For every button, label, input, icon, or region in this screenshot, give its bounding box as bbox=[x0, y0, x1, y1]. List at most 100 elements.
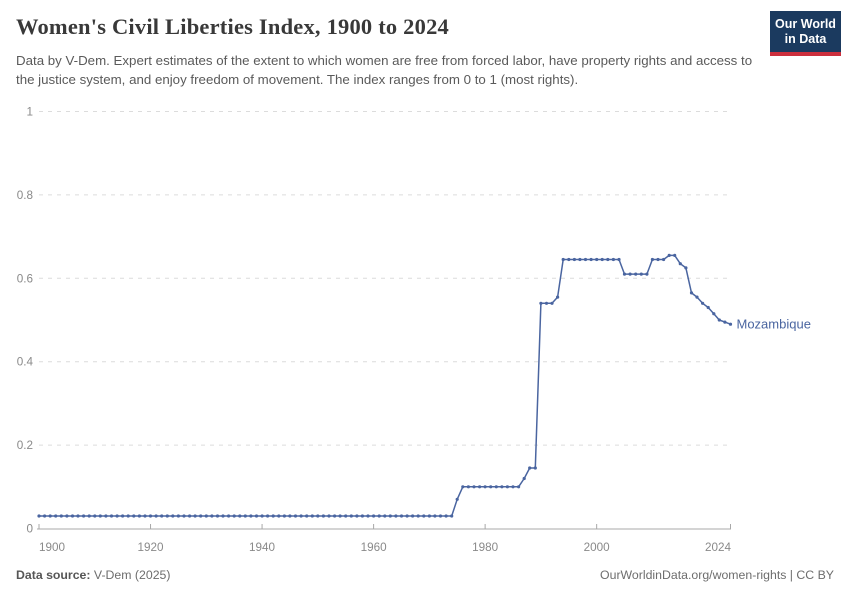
data-point[interactable] bbox=[87, 514, 91, 518]
data-point[interactable] bbox=[121, 514, 125, 518]
data-point[interactable] bbox=[310, 514, 314, 518]
data-point[interactable] bbox=[617, 257, 621, 262]
data-point[interactable] bbox=[232, 514, 236, 518]
data-point[interactable] bbox=[444, 514, 448, 518]
data-point[interactable] bbox=[277, 514, 281, 518]
data-point[interactable] bbox=[344, 514, 348, 518]
data-point[interactable] bbox=[411, 514, 415, 518]
data-point[interactable] bbox=[706, 305, 710, 310]
data-point[interactable] bbox=[478, 485, 482, 489]
data-point[interactable] bbox=[650, 257, 655, 262]
data-point[interactable] bbox=[455, 497, 459, 501]
data-point[interactable] bbox=[132, 514, 136, 518]
data-point[interactable] bbox=[377, 514, 381, 518]
data-point[interactable] bbox=[260, 514, 264, 518]
data-point[interactable] bbox=[606, 257, 610, 262]
data-point[interactable] bbox=[148, 514, 153, 518]
data-point[interactable] bbox=[305, 514, 309, 518]
data-point[interactable] bbox=[433, 514, 437, 518]
data-point[interactable] bbox=[316, 514, 320, 518]
data-point[interactable] bbox=[249, 514, 253, 518]
data-point[interactable] bbox=[639, 272, 643, 276]
data-point[interactable] bbox=[517, 485, 521, 489]
data-point[interactable] bbox=[500, 485, 504, 489]
data-point[interactable] bbox=[271, 514, 275, 518]
data-point[interactable] bbox=[483, 485, 487, 489]
data-point[interactable] bbox=[422, 514, 426, 518]
data-point[interactable] bbox=[321, 514, 325, 518]
data-point[interactable] bbox=[288, 514, 292, 518]
data-point[interactable] bbox=[266, 514, 270, 518]
data-point[interactable] bbox=[210, 514, 214, 518]
data-point[interactable] bbox=[628, 272, 632, 276]
data-point[interactable] bbox=[662, 257, 666, 262]
data-point[interactable] bbox=[656, 257, 660, 262]
data-point[interactable] bbox=[578, 257, 582, 262]
data-point[interactable] bbox=[176, 514, 180, 518]
data-point[interactable] bbox=[567, 257, 571, 262]
data-point[interactable] bbox=[143, 514, 147, 518]
data-point[interactable] bbox=[227, 514, 231, 518]
data-point[interactable] bbox=[583, 257, 588, 262]
data-point[interactable] bbox=[394, 514, 398, 518]
data-point[interactable] bbox=[399, 514, 404, 518]
data-point[interactable] bbox=[171, 514, 175, 518]
data-point[interactable] bbox=[221, 514, 225, 518]
data-point[interactable] bbox=[59, 514, 63, 518]
data-point[interactable] bbox=[98, 514, 102, 518]
data-point[interactable] bbox=[109, 514, 114, 518]
data-point[interactable] bbox=[355, 514, 359, 518]
data-point[interactable] bbox=[215, 514, 220, 518]
data-point[interactable] bbox=[383, 514, 387, 518]
data-point[interactable] bbox=[93, 514, 97, 518]
data-point[interactable] bbox=[137, 514, 141, 518]
entity-label[interactable]: Mozambique bbox=[737, 317, 811, 332]
data-point[interactable] bbox=[165, 514, 169, 518]
data-point[interactable] bbox=[556, 295, 560, 299]
data-point[interactable] bbox=[595, 257, 599, 262]
data-point[interactable] bbox=[427, 514, 431, 518]
data-point[interactable] bbox=[293, 514, 298, 518]
data-point[interactable] bbox=[43, 514, 47, 518]
data-point[interactable] bbox=[70, 514, 75, 518]
data-point[interactable] bbox=[678, 262, 682, 266]
data-point[interactable] bbox=[511, 485, 515, 489]
series-markers[interactable] bbox=[37, 253, 733, 518]
data-point[interactable] bbox=[388, 514, 392, 518]
data-point[interactable] bbox=[539, 301, 543, 305]
data-point[interactable] bbox=[76, 514, 80, 518]
data-point[interactable] bbox=[634, 272, 638, 276]
data-point[interactable] bbox=[160, 514, 164, 518]
data-point[interactable] bbox=[461, 485, 465, 489]
data-point[interactable] bbox=[466, 485, 470, 489]
data-point[interactable] bbox=[243, 514, 247, 518]
data-point[interactable] bbox=[533, 466, 537, 470]
data-point[interactable] bbox=[717, 318, 721, 322]
data-point[interactable] bbox=[600, 257, 604, 262]
data-point[interactable] bbox=[611, 257, 616, 262]
data-point[interactable] bbox=[450, 514, 454, 518]
data-point[interactable] bbox=[366, 514, 370, 518]
data-point[interactable] bbox=[338, 514, 342, 518]
line-chart-canvas[interactable]: 0 0.2 0.4 0.6 0.8 1 1900 1920 1940 1960 1980 2000 20… bbox=[0, 95, 850, 565]
data-point[interactable] bbox=[712, 312, 716, 316]
data-point[interactable] bbox=[505, 485, 509, 489]
data-point[interactable] bbox=[405, 514, 409, 518]
data-point[interactable] bbox=[494, 485, 498, 489]
data-point[interactable] bbox=[65, 514, 69, 518]
data-point[interactable] bbox=[82, 514, 86, 518]
data-point[interactable] bbox=[695, 295, 699, 299]
data-point[interactable] bbox=[199, 514, 203, 518]
data-point[interactable] bbox=[333, 514, 337, 518]
data-point[interactable] bbox=[204, 514, 208, 518]
data-point[interactable] bbox=[299, 514, 303, 518]
data-point[interactable] bbox=[472, 485, 476, 489]
data-point[interactable] bbox=[689, 291, 694, 295]
data-point[interactable] bbox=[193, 514, 197, 518]
data-point[interactable] bbox=[372, 514, 376, 518]
data-point[interactable] bbox=[282, 514, 286, 518]
data-point[interactable] bbox=[48, 514, 52, 518]
data-point[interactable] bbox=[572, 257, 577, 262]
data-point[interactable] bbox=[188, 514, 192, 518]
data-point[interactable] bbox=[54, 514, 58, 518]
